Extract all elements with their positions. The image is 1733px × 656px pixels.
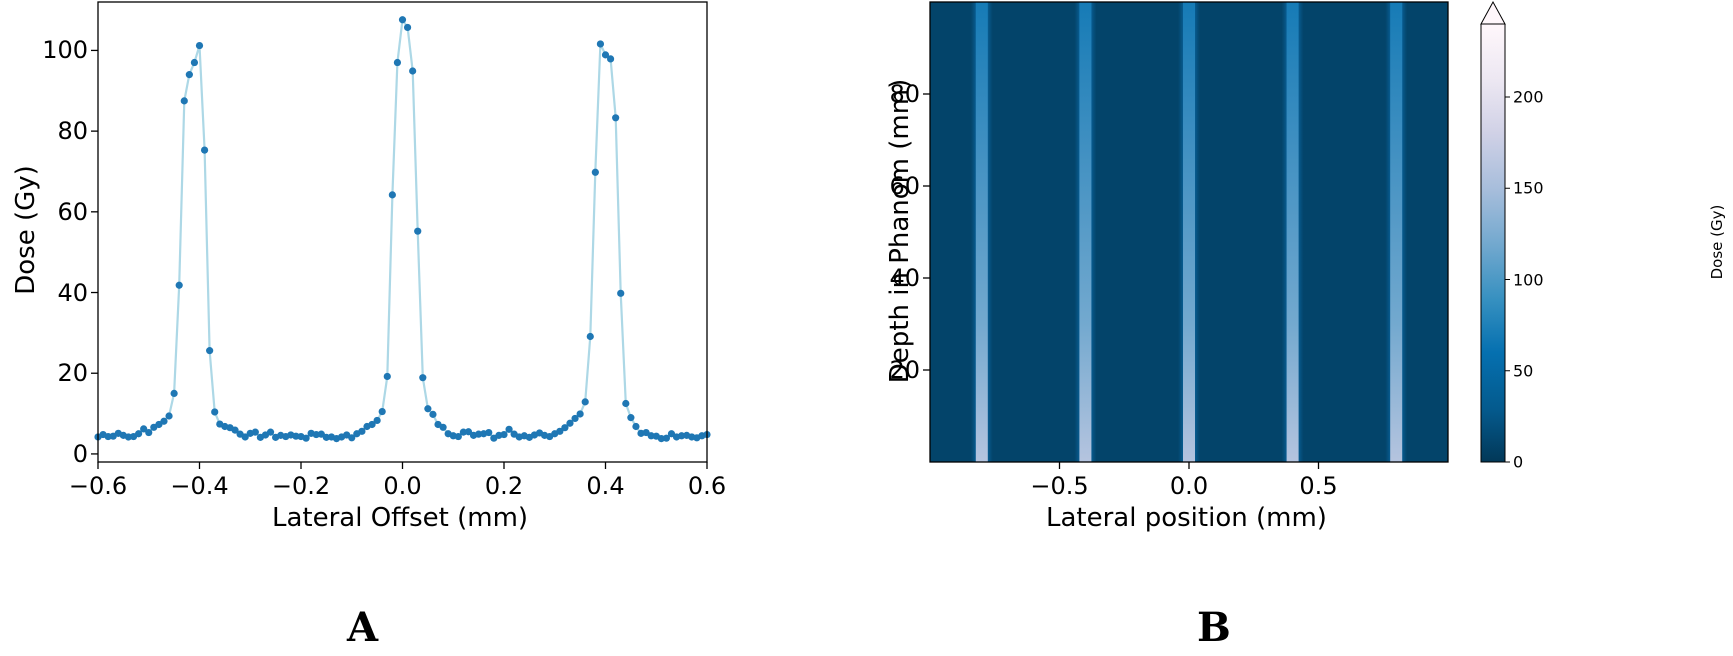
data-point — [464, 428, 473, 436]
tick-label: 40 — [889, 264, 920, 292]
beam-stripe — [975, 2, 988, 462]
tick-label: 60 — [57, 197, 88, 226]
data-point — [373, 416, 381, 425]
dose-profile-plot — [91, 1, 711, 469]
data-point — [505, 425, 513, 433]
data-point — [251, 428, 259, 436]
data-point — [556, 427, 564, 435]
data-point — [398, 16, 407, 24]
tick-label: 20 — [889, 356, 920, 384]
data-point — [160, 417, 168, 425]
panel-letter-b: B — [1197, 604, 1231, 651]
data-point — [241, 433, 249, 441]
data-point — [419, 374, 427, 382]
data-point — [378, 407, 386, 416]
data-point — [266, 428, 275, 436]
colorbar — [1481, 24, 1505, 462]
data-point — [566, 419, 574, 427]
data-point — [586, 332, 594, 341]
data-point — [601, 51, 610, 59]
y-axis-label: Depth in Phanom (mm) — [885, 78, 915, 384]
data-point — [368, 420, 376, 429]
data-point — [581, 398, 589, 406]
data-point — [409, 67, 417, 75]
panel-letter-a: A — [347, 604, 379, 651]
data-point — [302, 434, 310, 442]
data-point — [424, 405, 432, 413]
beam-stripe — [1079, 2, 1092, 462]
data-point — [211, 408, 219, 416]
data-point — [190, 58, 199, 67]
tick-label: 100 — [1513, 270, 1544, 289]
data-point — [145, 428, 153, 437]
tick-label: 0.2 — [484, 472, 524, 500]
data-point — [429, 410, 437, 418]
data-point — [180, 97, 188, 105]
data-point — [165, 412, 173, 420]
x-axis-label: Lateral Offset (mm) — [272, 503, 529, 533]
data-point — [170, 389, 178, 398]
data-point — [403, 23, 412, 32]
data-point — [606, 55, 615, 63]
data-point — [612, 114, 620, 122]
data-point — [358, 427, 366, 435]
data-point — [388, 191, 396, 199]
data-point — [485, 428, 493, 437]
tick-label: −0.4 — [170, 472, 229, 500]
tick-label: 150 — [1513, 178, 1544, 198]
beam-stripe — [1286, 2, 1299, 462]
data-point — [622, 399, 630, 408]
colorbar-label: Dose (Gy) — [1708, 204, 1726, 280]
tick-label: 100 — [42, 36, 88, 65]
data-point — [632, 422, 640, 431]
data-point — [454, 432, 462, 441]
tick-label: 0.4 — [586, 472, 625, 500]
tick-label: 50 — [1513, 361, 1534, 381]
tick-label: 0.6 — [687, 472, 727, 500]
tick-label: 0 — [72, 439, 88, 468]
tick-label: 0.5 — [1299, 472, 1338, 500]
data-point — [231, 426, 239, 434]
tick-label: 0 — [1513, 452, 1524, 472]
tick-label: 40 — [57, 278, 88, 307]
tick-label: 80 — [57, 117, 88, 146]
beam-stripe — [1183, 2, 1195, 462]
data-point — [348, 434, 356, 442]
data-point — [383, 372, 391, 381]
data-point — [561, 424, 569, 432]
x-axis-label: Lateral position (mm) — [1046, 503, 1327, 533]
tick-label: 200 — [1513, 87, 1544, 107]
data-point — [200, 146, 209, 154]
tick-label: −0.6 — [68, 472, 128, 500]
data-point — [135, 430, 143, 438]
data-point — [500, 430, 508, 439]
data-point — [206, 347, 214, 355]
data-point — [414, 227, 422, 235]
tick-label: −0.5 — [1030, 472, 1089, 500]
tick-label: 20 — [57, 359, 88, 388]
data-point — [185, 71, 193, 79]
data-point — [627, 414, 635, 422]
data-point — [576, 410, 584, 418]
beam-stripe — [1390, 2, 1403, 462]
data-point — [591, 168, 599, 176]
data-point — [662, 434, 671, 442]
data-point — [617, 289, 625, 297]
colorbar-extend-arrow — [1480, 0, 1506, 25]
tick-label: 60 — [889, 172, 920, 200]
data-point — [571, 414, 579, 423]
data-point — [393, 58, 402, 67]
tick-label: 0.0 — [383, 472, 422, 500]
data-point — [195, 41, 204, 50]
data-point — [140, 425, 148, 433]
tick-label: −0.2 — [271, 472, 331, 500]
tick-label: 0.0 — [1169, 472, 1209, 500]
data-point — [175, 281, 183, 289]
tick-label: 80 — [889, 80, 920, 108]
data-point — [596, 40, 605, 48]
panel-a: 0 20 40 60 80 100 −0.6 −0.4 −0.2 0.0 0.2 0.4 0.6 La… — [0, 0, 860, 656]
data-point — [439, 423, 447, 431]
